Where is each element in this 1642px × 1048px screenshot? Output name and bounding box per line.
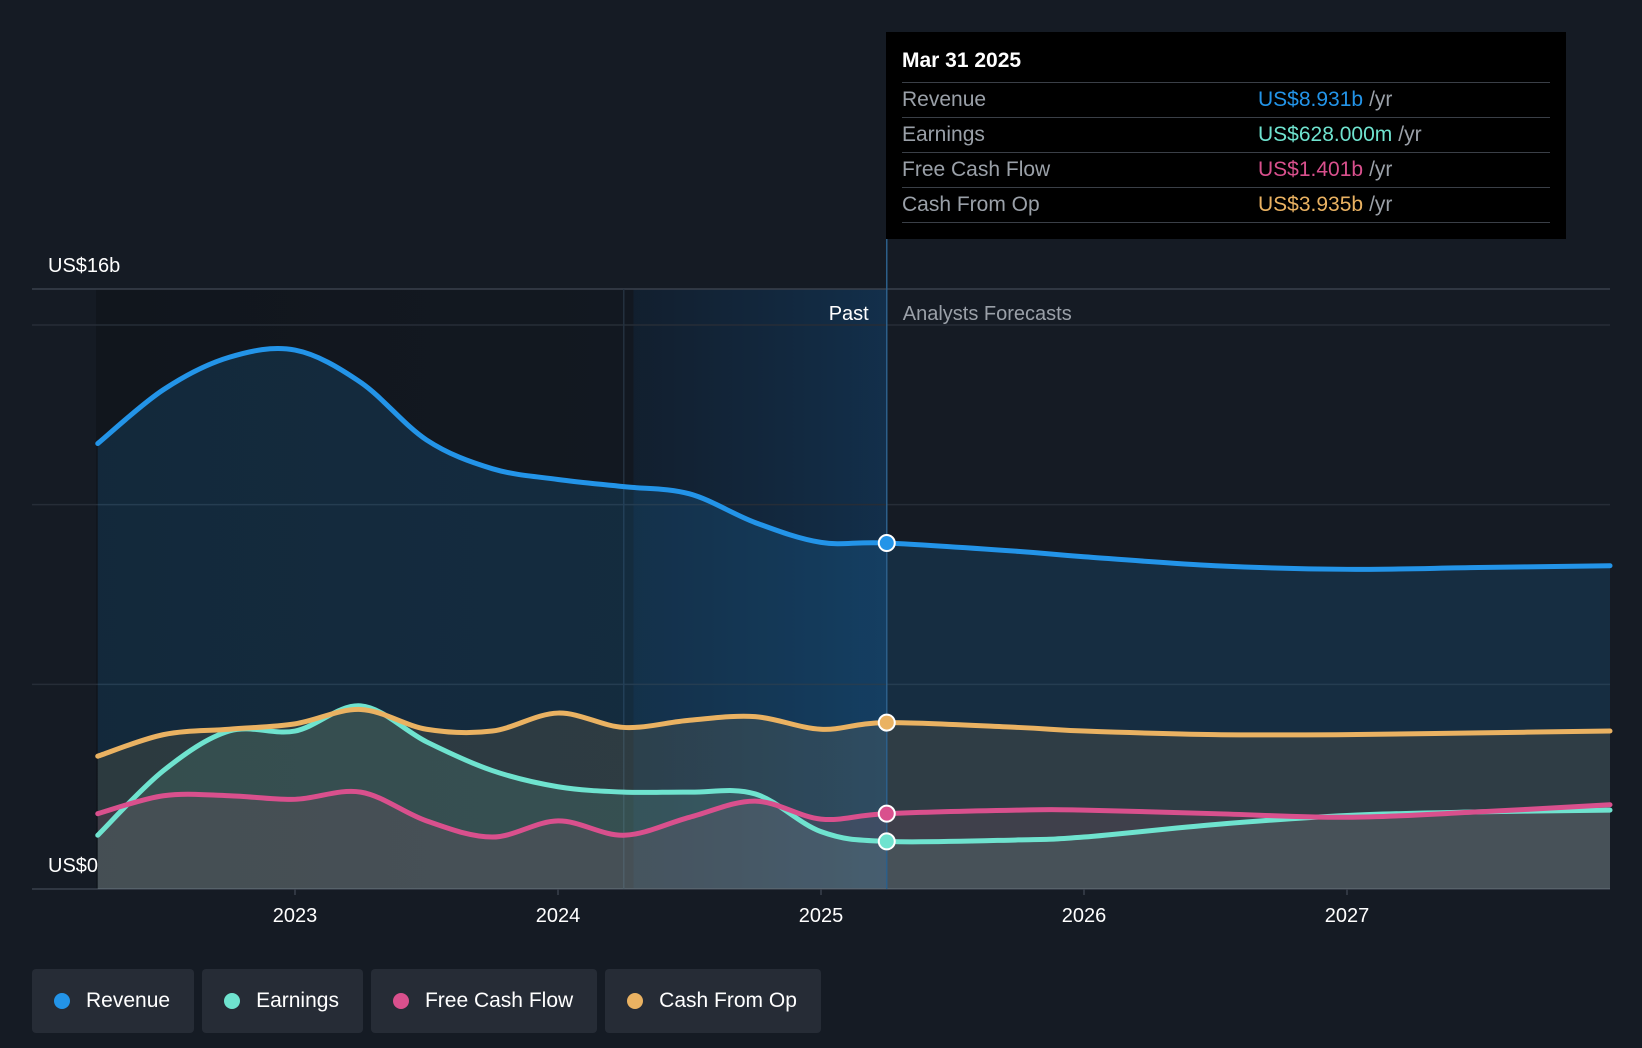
tooltip-unit: /yr bbox=[1369, 158, 1393, 181]
marker-earnings bbox=[877, 832, 896, 851]
legend-label: Free Cash Flow bbox=[424, 989, 574, 1012]
tooltip-value: US$1.401b bbox=[1258, 158, 1364, 181]
legend-dot-icon bbox=[54, 993, 70, 1009]
marker-free-cash-flow bbox=[877, 804, 896, 823]
line-earnings bbox=[95, 703, 1613, 845]
tooltip-date: Mar 31 2025 bbox=[902, 49, 1022, 72]
tooltip-row-cash-from-op: Cash From Op US$3.935b /yr bbox=[902, 187, 1550, 223]
x-tick-label: 2024 bbox=[536, 905, 581, 927]
legend-item-earnings[interactable]: Earnings bbox=[202, 969, 363, 1033]
area-earnings bbox=[97, 705, 1610, 889]
area-revenue bbox=[97, 348, 1610, 889]
series-lines bbox=[95, 346, 1613, 845]
past-label: Past bbox=[829, 303, 869, 325]
tooltip-value: US$628.000m bbox=[1258, 123, 1393, 146]
tooltip-unit: /yr bbox=[1398, 123, 1422, 146]
tooltip-label: Earnings bbox=[902, 123, 985, 146]
line-free-cash-flow bbox=[95, 788, 1613, 840]
x-axis-ticks: 2023 2024 2025 2026 2027 bbox=[273, 889, 1370, 927]
tooltip-value: US$8.931b bbox=[1258, 88, 1364, 111]
line-revenue bbox=[95, 346, 1613, 572]
marker-cash-from-op bbox=[877, 713, 896, 732]
legend-item-revenue[interactable]: Revenue bbox=[32, 969, 195, 1033]
tooltip-value: US$3.935b bbox=[1258, 193, 1364, 216]
legend-dot-icon bbox=[224, 993, 241, 1009]
tooltip: Mar 31 2025 Revenue US$8.931b /yr Earnin… bbox=[886, 32, 1566, 239]
legend-label: Earnings bbox=[256, 989, 339, 1012]
tooltip-row-free-cash-flow: Free Cash Flow US$1.401b /yr bbox=[902, 152, 1550, 187]
past-region-background bbox=[96, 289, 887, 889]
marker-revenue bbox=[877, 534, 896, 553]
x-tick-label: 2026 bbox=[1062, 905, 1107, 927]
legend-item-cash-from-op[interactable]: Cash From Op bbox=[605, 969, 821, 1033]
x-tick-label: 2025 bbox=[799, 905, 844, 927]
tooltip-label: Cash From Op bbox=[902, 193, 1040, 216]
x-tick-label: 2027 bbox=[1325, 905, 1370, 927]
series-markers bbox=[877, 534, 896, 851]
legend-item-free-cash-flow[interactable]: Free Cash Flow bbox=[370, 969, 598, 1033]
legend-dot-icon bbox=[627, 993, 644, 1009]
y-axis-top-label: US$16b bbox=[48, 255, 120, 277]
area-cash-from-op bbox=[97, 709, 1610, 889]
y-axis-bottom-label: US$0 bbox=[48, 855, 98, 877]
tooltip-label: Free Cash Flow bbox=[902, 158, 1051, 181]
legend-dot-icon bbox=[392, 993, 409, 1009]
legend-label: Cash From Op bbox=[659, 989, 797, 1012]
forecast-label: Analysts Forecasts bbox=[903, 303, 1072, 325]
tooltip-row-revenue: Revenue US$8.931b /yr bbox=[902, 82, 1550, 117]
x-tick-label: 2023 bbox=[273, 905, 318, 927]
line-cash-from-op bbox=[95, 706, 1613, 759]
gridlines bbox=[32, 288, 1610, 890]
tooltip-row-earnings: Earnings US$628.000m /yr bbox=[902, 117, 1550, 152]
legend: Revenue Earnings Free Cash Flow Cash Fro… bbox=[32, 969, 821, 1033]
tooltip-unit: /yr bbox=[1369, 88, 1393, 111]
tooltip-unit: /yr bbox=[1369, 193, 1393, 216]
legend-label: Revenue bbox=[86, 989, 171, 1012]
tooltip-label: Revenue bbox=[902, 88, 987, 111]
